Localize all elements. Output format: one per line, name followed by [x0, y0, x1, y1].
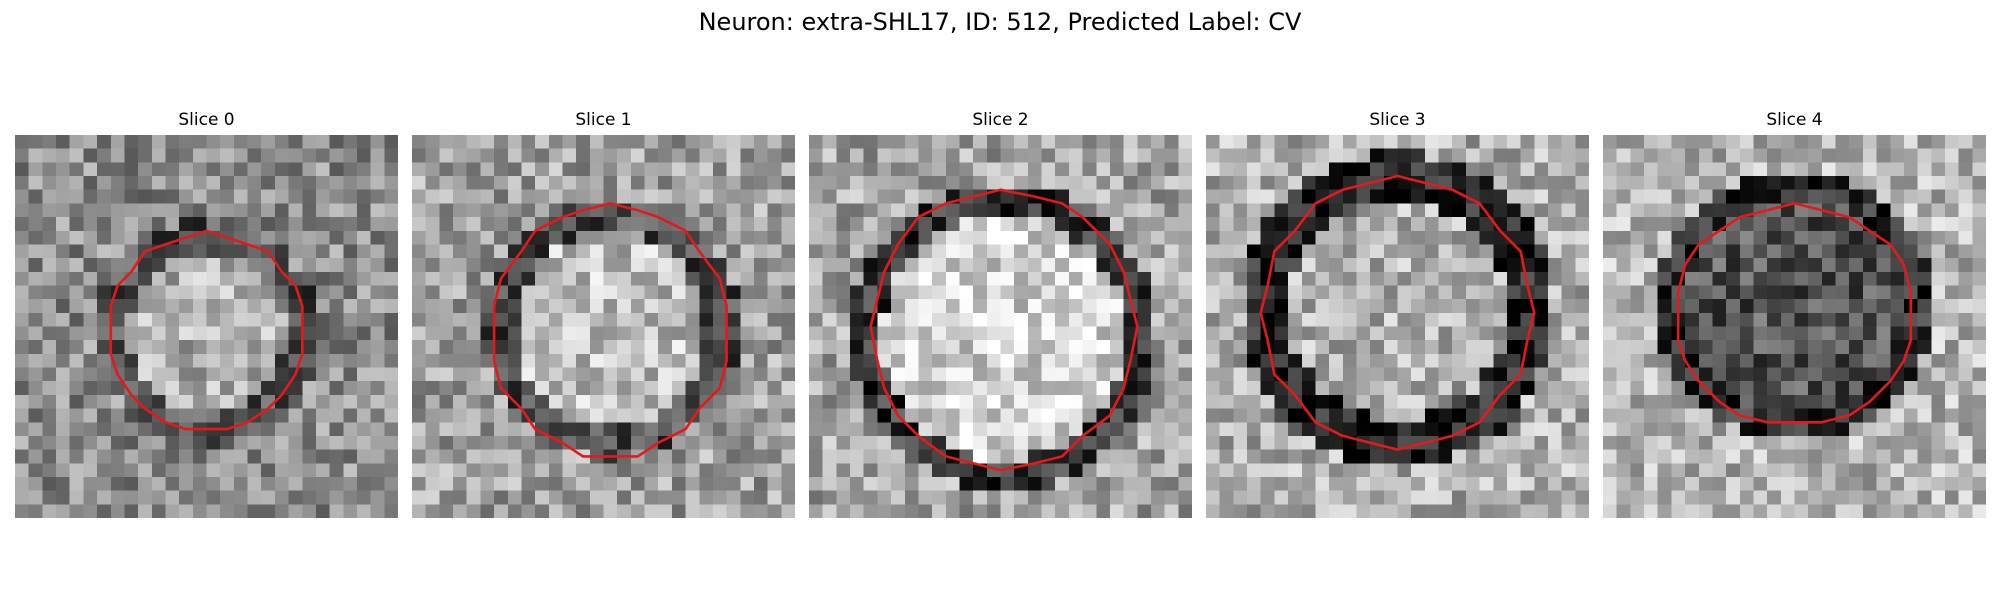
- slice-title: Slice 0: [178, 110, 235, 130]
- slice-image: [1206, 135, 1589, 518]
- segmentation-contour: [109, 229, 304, 431]
- segmentation-contour: [869, 188, 1139, 472]
- slice-image: [1603, 135, 1986, 518]
- slice-panel-2: Slice 2: [809, 109, 1192, 518]
- segmentation-contour: [492, 202, 728, 458]
- slice-pixel-grid: [1206, 135, 1589, 518]
- slice-pixel-grid: [412, 135, 795, 518]
- slice-title: Slice 4: [1766, 110, 1823, 130]
- slice-pixel-grid: [15, 135, 398, 518]
- slice-pixel-grid: [1603, 135, 1986, 518]
- slice-pixel-grid: [809, 135, 1192, 518]
- segmentation-contour: [1259, 174, 1536, 451]
- slice-title: Slice 1: [575, 110, 632, 130]
- segmentation-contour: [1676, 202, 1913, 424]
- slice-panel-1: Slice 1: [412, 109, 795, 518]
- slice-title: Slice 3: [1369, 110, 1426, 130]
- figure-title: Neuron: extra-SHL17, ID: 512, Predicted …: [698, 8, 1302, 36]
- slice-image: [809, 135, 1192, 518]
- slice-panel-4: Slice 4: [1603, 109, 1986, 518]
- slice-panel-3: Slice 3: [1206, 109, 1589, 518]
- slice-panel-0: Slice 0: [15, 109, 398, 518]
- slice-title: Slice 2: [972, 110, 1029, 130]
- slice-image: [412, 135, 795, 518]
- slice-image: [15, 135, 398, 518]
